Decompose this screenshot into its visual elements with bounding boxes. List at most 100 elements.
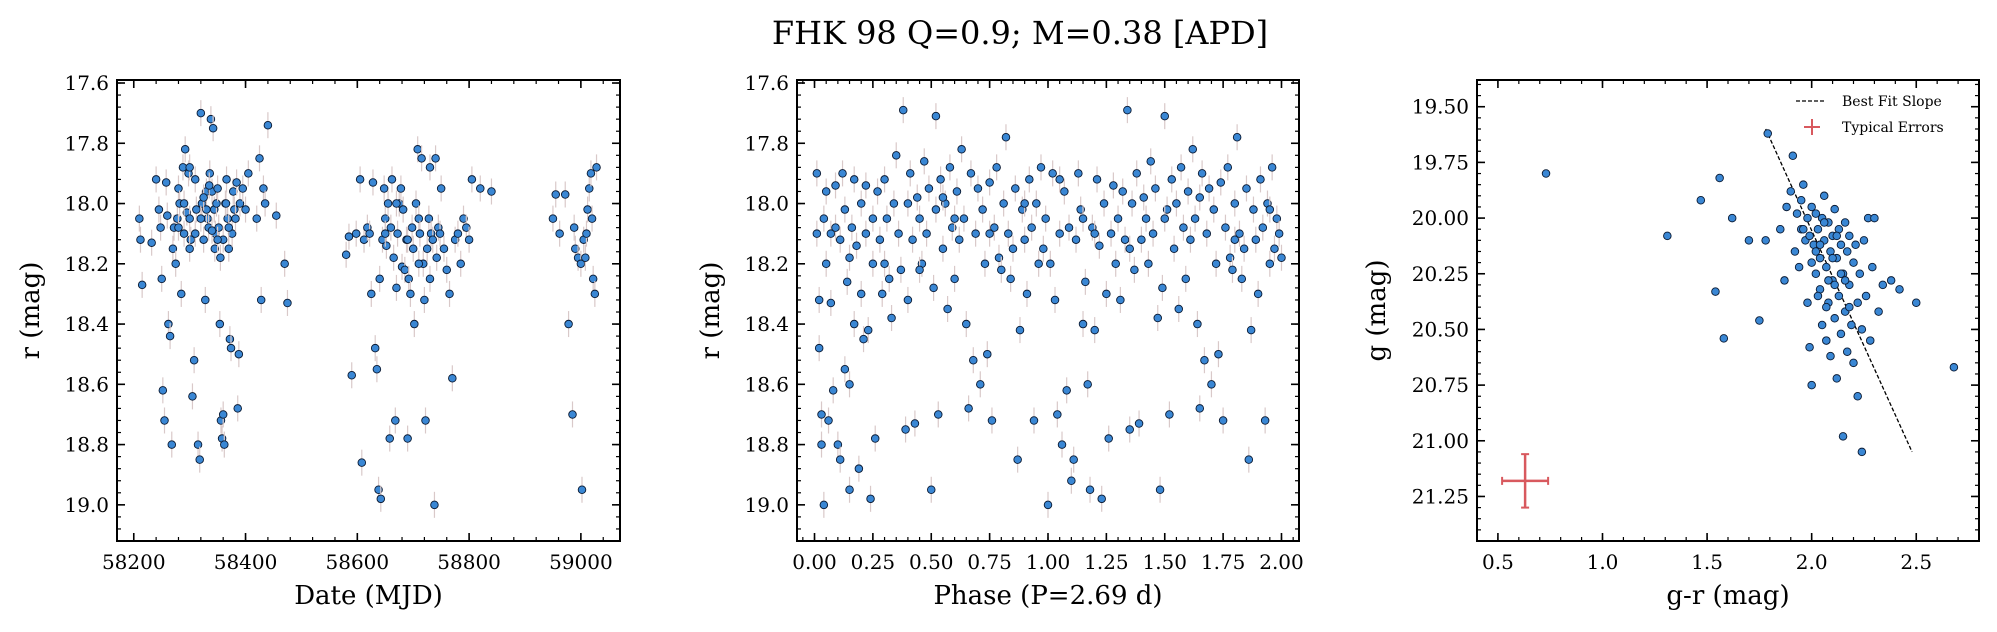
data-point [359, 235, 369, 244]
lightcurve-ticks: 58200 58400 58600 58800 59000 17.6 17.8 18.0 18.… [64, 71, 620, 574]
best-fit-line [1765, 128, 1913, 453]
data-point [569, 223, 579, 232]
data-point [208, 123, 218, 133]
data-point [583, 205, 592, 214]
data-point [158, 386, 168, 395]
data-point [814, 295, 824, 305]
data-point [283, 298, 292, 308]
data-point [929, 283, 938, 293]
data-point [1786, 187, 1795, 196]
data-point [1015, 325, 1025, 335]
data-point [1849, 358, 1858, 368]
data-point [1020, 235, 1029, 244]
data-point [1270, 244, 1279, 253]
data-point [840, 205, 850, 214]
data-point [931, 111, 941, 121]
data-point [1895, 285, 1904, 294]
data-point [1144, 259, 1153, 269]
data-point [1230, 199, 1240, 208]
data-point [154, 205, 164, 214]
x-tick-label: 58800 [437, 550, 501, 574]
data-point [817, 440, 826, 449]
data-point [1228, 265, 1237, 275]
data-point [431, 154, 440, 163]
data-point [560, 190, 570, 199]
data-point [424, 214, 434, 223]
data-point [1118, 187, 1127, 196]
data-point [226, 343, 236, 353]
data-point [957, 145, 966, 154]
data-point [1845, 231, 1854, 241]
data-point [1861, 291, 1871, 301]
data-point [1029, 416, 1039, 425]
data-point [1020, 199, 1029, 208]
data-point [1828, 253, 1837, 263]
data-point [976, 380, 985, 389]
data-point [1043, 500, 1053, 510]
cmd-points [1501, 128, 1959, 509]
data-point [396, 184, 406, 193]
data-point [1207, 380, 1216, 389]
data-point [1109, 181, 1118, 190]
data-point [435, 229, 445, 238]
data-point [1041, 214, 1050, 223]
y-tick-label: 19.50 [1412, 95, 1469, 119]
data-point [1223, 163, 1233, 172]
data-point [1127, 199, 1137, 208]
data-point [1792, 209, 1802, 218]
data-point [1095, 241, 1104, 250]
data-point [376, 494, 386, 504]
data-point [168, 244, 178, 253]
lightcurve-ylabel: r (mag) [16, 262, 46, 360]
phased-axes-frame [796, 79, 1300, 542]
data-point [1211, 259, 1221, 269]
data-point [1039, 244, 1048, 253]
data-point [1805, 342, 1814, 352]
y-tick-label: 19.0 [64, 493, 109, 517]
data-point [845, 380, 854, 389]
data-point [259, 184, 268, 193]
data-point [355, 175, 365, 184]
data-point [207, 226, 217, 235]
data-point [1776, 224, 1785, 234]
data-point [814, 343, 824, 353]
x-tick-label: 1.25 [1084, 550, 1129, 574]
data-point [244, 169, 253, 178]
data-point [280, 259, 289, 269]
data-point [1256, 175, 1265, 184]
data-point [943, 304, 952, 314]
lightcurve-xlabel: Date (MJD) [294, 581, 443, 611]
data-point [835, 455, 845, 464]
data-point [234, 349, 244, 359]
data-point [190, 175, 200, 184]
data-point [1782, 202, 1791, 212]
data-point [971, 229, 980, 238]
data-point [1815, 253, 1825, 263]
data-point [812, 229, 822, 238]
data-point [382, 241, 391, 250]
data-point [1840, 218, 1850, 227]
data-point [870, 434, 880, 443]
data-point [188, 392, 197, 401]
data-point [1006, 274, 1015, 284]
data-point [1001, 132, 1011, 142]
data-point [920, 157, 929, 166]
data-point [1874, 307, 1883, 316]
data-point [365, 229, 374, 238]
data-point [1232, 132, 1242, 142]
lightcurve-points [135, 100, 601, 518]
data-point [842, 277, 852, 287]
data-point [1190, 214, 1200, 223]
data-point [174, 223, 183, 232]
data-point [1836, 240, 1846, 250]
data-point [1253, 289, 1263, 299]
data-point [1078, 319, 1088, 329]
data-point [442, 265, 451, 275]
data-point [1780, 276, 1789, 285]
data-point [1830, 280, 1839, 290]
data-point [1260, 416, 1270, 425]
data-point [1055, 229, 1064, 238]
data-point [1064, 223, 1074, 232]
data-point [368, 178, 378, 187]
data-point [1057, 440, 1067, 449]
